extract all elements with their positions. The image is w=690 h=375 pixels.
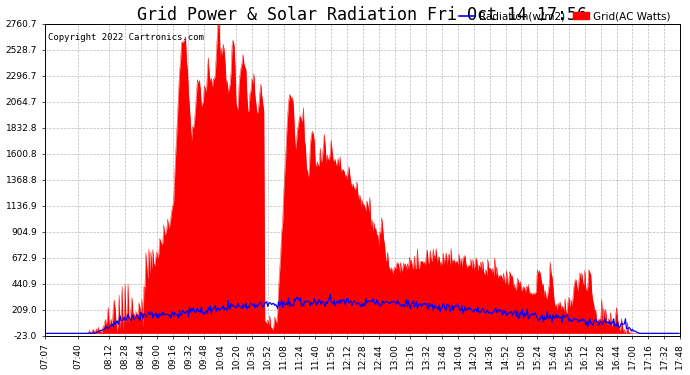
- Legend: Radiation(w/m2), Grid(AC Watts): Radiation(w/m2), Grid(AC Watts): [455, 7, 675, 26]
- Text: Copyright 2022 Cartronics.com: Copyright 2022 Cartronics.com: [48, 33, 204, 42]
- Title: Grid Power & Solar Radiation Fri Oct 14 17:56: Grid Power & Solar Radiation Fri Oct 14 …: [137, 6, 587, 24]
